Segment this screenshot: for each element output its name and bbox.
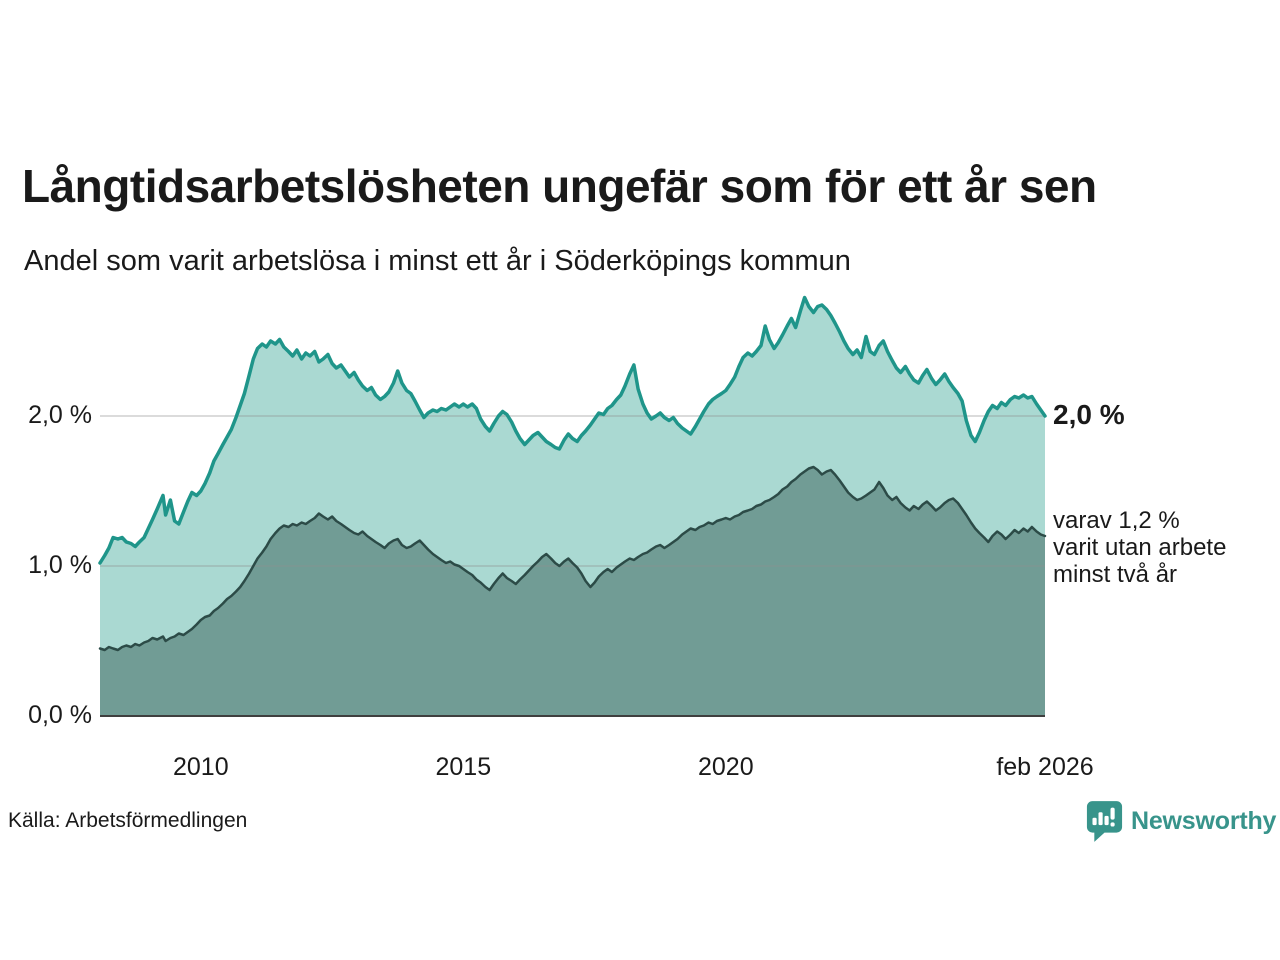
source-caption: Källa: Arbetsförmedlingen [8,809,248,832]
subset-area [100,467,1045,716]
latest-value-label: 2,0 % [1053,399,1125,430]
x-tick-label: 2010 [172,753,229,781]
subset-annotation: varav 1,2 % varit utan arbete minst två år [1053,507,1226,588]
page-title: Långtidsarbetslösheten ungefär som för e… [22,159,1097,212]
x-tick-label: 2015 [435,753,492,781]
y-tick-label: 1,0 % [28,551,92,579]
subset-annotation-line: minst två år [1053,561,1178,588]
subset-annotation-line: varav 1,2 % [1053,507,1180,534]
x-tick-label: 2020 [697,753,754,781]
newsworthy-icon [1086,801,1123,842]
page-subtitle: Andel som varit arbetslösa i minst ett å… [24,245,851,277]
brand-name: Newsworthy [1131,806,1277,835]
y-tick-label: 2,0 % [28,401,92,429]
y-tick-label: 0,0 % [28,701,92,729]
total-line [98,295,1047,565]
subset-line [98,465,1047,652]
brand-logo: Newsworthy [1086,800,1276,842]
x-tick-label: feb 2026 [996,753,1094,781]
subset-annotation-line: varit utan arbete [1053,534,1227,561]
